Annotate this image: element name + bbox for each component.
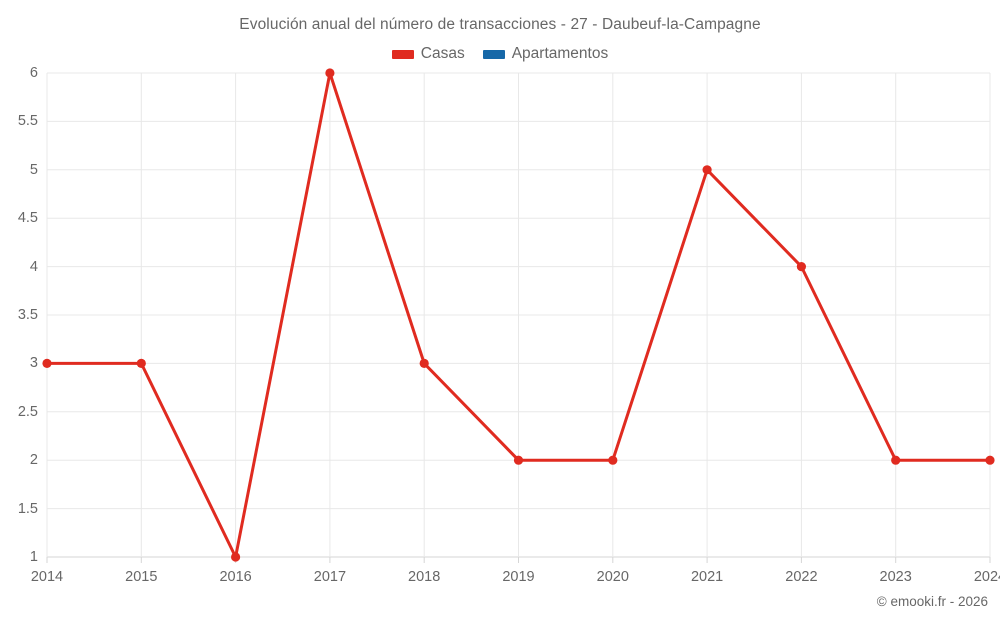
legend-item-casas[interactable]: Casas	[391, 45, 465, 63]
y-axis-label: 1.5	[17, 500, 38, 517]
y-axis-tick-labels: 1 1.5 2 2.5 3 3.5 4 4.5 5 5.5 6	[0, 65, 38, 565]
footer-credit: © emooki.fr - 2026	[876, 594, 988, 609]
y-axis-label: 5.5	[17, 113, 38, 130]
data-point	[136, 358, 146, 368]
x-axis-tick-labels: 2014 2015 2016 2017 2018 2019 2020 2021 2022 2023…	[31, 565, 1000, 589]
x-axis-label: 2019	[502, 569, 535, 585]
data-point	[513, 455, 524, 465]
chart-title: Evolución anual del número de transaccio…	[239, 16, 761, 33]
legend-label-casas: Casas	[420, 45, 465, 62]
y-axis-label: 1	[29, 549, 38, 565]
y-axis-label: 5	[29, 161, 38, 178]
y-axis-label: 3.5	[17, 307, 38, 323]
y-axis-label: 2	[29, 452, 38, 469]
plot-area	[42, 68, 995, 563]
x-axis-label: 2015	[125, 569, 158, 585]
x-axis-label: 2020	[596, 569, 629, 585]
x-axis-label: 2018	[408, 569, 441, 585]
y-axis-label: 3	[29, 355, 38, 372]
data-point	[231, 552, 241, 562]
x-axis-label: 2022	[785, 569, 818, 585]
chart-legend: Casas Apartamentos	[0, 45, 1000, 63]
y-axis-label: 4.5	[17, 210, 38, 227]
x-axis-label: 2021	[690, 569, 724, 585]
legend-item-apartamentos[interactable]: Apartamentos	[482, 45, 609, 63]
data-point	[891, 455, 901, 465]
data-point	[325, 68, 335, 78]
data-point	[796, 262, 807, 272]
plot-canvas	[42, 68, 995, 563]
data-point	[985, 455, 995, 465]
legend-swatch-apartamentos	[482, 49, 505, 59]
data-point	[608, 455, 618, 465]
x-axis-label: 2024	[973, 569, 1000, 585]
x-axis-label: 2017	[313, 569, 347, 585]
legend-swatch-casas	[391, 49, 414, 59]
data-point	[419, 358, 429, 368]
data-point	[702, 165, 712, 175]
x-axis-label: 2016	[219, 569, 252, 585]
legend-label-apartamentos: Apartamentos	[511, 45, 609, 62]
x-axis-label: 2014	[30, 569, 64, 585]
x-axis-label: 2023	[879, 569, 912, 585]
y-axis-label: 6	[29, 65, 38, 81]
y-axis-label: 4	[29, 258, 38, 275]
y-axis-label: 2.5	[17, 403, 38, 420]
data-point	[42, 358, 52, 368]
